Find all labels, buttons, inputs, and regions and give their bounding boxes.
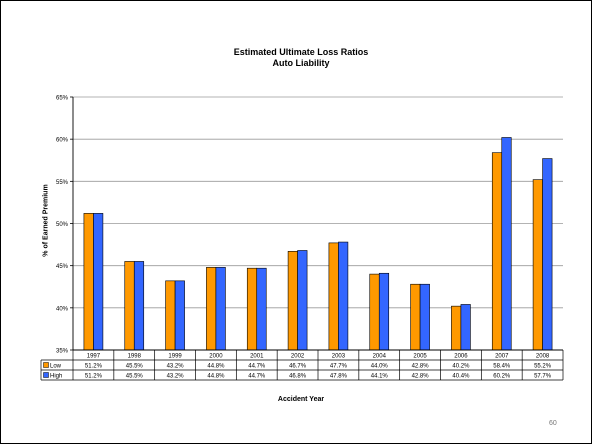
bar-high bbox=[297, 250, 308, 351]
data-label-high: 60.2% bbox=[493, 374, 511, 380]
data-label-low: 51.2% bbox=[85, 364, 103, 370]
bar-low bbox=[287, 251, 298, 351]
data-label-low: 47.7% bbox=[330, 364, 348, 370]
legend-key-high bbox=[43, 372, 49, 378]
x-tick-label: 2005 bbox=[413, 354, 427, 360]
page-number: 60 bbox=[549, 420, 557, 427]
x-tick-label: 2004 bbox=[373, 354, 387, 360]
bar-low bbox=[491, 152, 503, 351]
x-tick-label: 2003 bbox=[332, 354, 346, 360]
legend-key-low bbox=[43, 362, 49, 368]
y-tick-label: 40% bbox=[56, 306, 69, 312]
x-tick-label: 2006 bbox=[454, 354, 468, 360]
data-label-low: 46.7% bbox=[289, 364, 307, 370]
bar-high bbox=[419, 283, 430, 351]
bar-high bbox=[215, 267, 226, 351]
chart-title-block: Estimated Ultimate Loss Ratios Auto Liab… bbox=[151, 47, 451, 69]
data-label-low: 44.0% bbox=[371, 364, 389, 370]
data-label-high: 40.4% bbox=[452, 374, 470, 380]
bar-high bbox=[378, 272, 390, 351]
data-label-low: 44.7% bbox=[248, 364, 266, 370]
bar-high bbox=[133, 261, 145, 351]
bar-low bbox=[246, 267, 258, 351]
bar-high bbox=[256, 267, 267, 351]
bar-high bbox=[338, 241, 349, 351]
bar-high bbox=[501, 137, 512, 351]
x-tick-label: 2001 bbox=[250, 354, 264, 360]
bar-low bbox=[328, 242, 339, 351]
bar-low bbox=[451, 305, 462, 351]
bar-low bbox=[410, 283, 421, 351]
data-label-high: 44.1% bbox=[371, 374, 389, 380]
y-tick-label: 60% bbox=[56, 138, 69, 144]
data-label-high: 47.8% bbox=[330, 374, 348, 380]
legend-label-low: Low bbox=[50, 364, 62, 370]
y-tick-label: 55% bbox=[56, 180, 69, 186]
data-label-low: 44.8% bbox=[207, 364, 225, 370]
bar-low bbox=[369, 273, 380, 351]
data-label-low: 55.2% bbox=[534, 364, 552, 370]
data-label-low: 58.4% bbox=[493, 364, 511, 370]
chart-subtitle: Auto Liability bbox=[272, 58, 330, 68]
bar-high bbox=[460, 304, 471, 351]
legend-label-high: High bbox=[50, 374, 62, 380]
bar-low bbox=[165, 280, 176, 351]
data-label-high: 44.7% bbox=[248, 374, 266, 380]
data-label-high: 45.5% bbox=[126, 374, 144, 380]
x-tick-label: 2000 bbox=[209, 354, 223, 360]
y-tick-label: 65% bbox=[56, 96, 69, 102]
bar-low bbox=[83, 213, 94, 351]
data-label-low: 43.2% bbox=[167, 364, 185, 370]
x-tick-label: 1998 bbox=[128, 354, 142, 360]
bar-high bbox=[174, 280, 185, 351]
bar-low bbox=[532, 179, 543, 351]
x-tick-label: 1999 bbox=[168, 354, 182, 360]
data-label-low: 42.8% bbox=[412, 364, 430, 370]
bar-low bbox=[206, 267, 217, 351]
x-axis-label: Accident Year bbox=[277, 396, 325, 403]
data-label-high: 46.8% bbox=[289, 374, 307, 380]
x-tick-label: 1997 bbox=[87, 354, 101, 360]
data-label-high: 44.8% bbox=[207, 374, 225, 380]
bar-low bbox=[124, 261, 135, 351]
y-tick-label: 45% bbox=[56, 264, 69, 270]
data-label-high: 43.2% bbox=[167, 374, 185, 380]
x-tick-label: 2007 bbox=[495, 354, 509, 360]
data-label-high: 57.7% bbox=[534, 374, 552, 380]
y-tick-label: 50% bbox=[56, 222, 69, 228]
x-tick-label: 2002 bbox=[291, 354, 305, 360]
x-tick-label: 2008 bbox=[536, 354, 550, 360]
data-label-high: 51.2% bbox=[85, 374, 103, 380]
bar-high bbox=[542, 158, 553, 351]
data-label-high: 42.8% bbox=[412, 374, 430, 380]
data-label-low: 40.2% bbox=[452, 364, 470, 370]
data-label-low: 45.5% bbox=[126, 364, 144, 370]
y-tick-label: 35% bbox=[56, 349, 69, 355]
chart-title: Estimated Ultimate Loss Ratios bbox=[233, 47, 369, 57]
bar-high bbox=[93, 213, 104, 351]
